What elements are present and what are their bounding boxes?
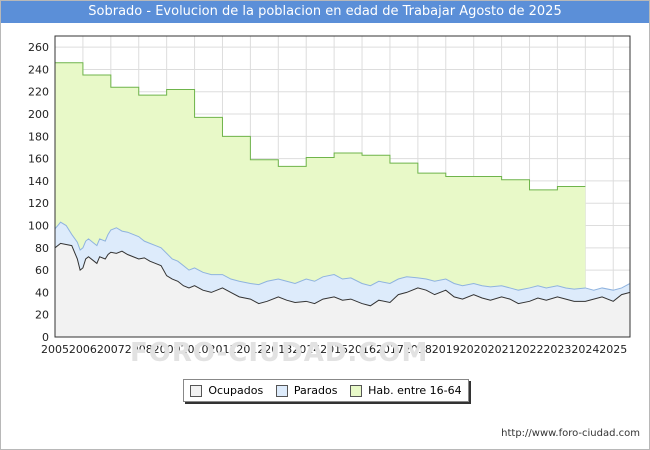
legend-swatch-parados — [275, 384, 288, 397]
x-tick-label: 2025 — [599, 343, 627, 356]
legend-item-hab: Hab. entre 16-64 — [350, 384, 462, 397]
legend-label-ocupados: Ocupados — [208, 384, 264, 397]
legend-label-parados: Parados — [293, 384, 338, 397]
x-tick-label: 2014 — [292, 343, 320, 356]
x-tick-label: 2011 — [208, 343, 236, 356]
y-tick-label: 200 — [28, 108, 49, 121]
x-tick-label: 2022 — [516, 343, 544, 356]
legend-label-hab: Hab. entre 16-64 — [368, 384, 462, 397]
watermark: FORO-CIUDAD.COM — [130, 338, 429, 368]
y-tick-label: 20 — [35, 309, 49, 322]
series-line-parados — [54, 221, 631, 291]
x-tick-label: 2021 — [488, 343, 516, 356]
legend-item-ocupados: Ocupados — [190, 384, 263, 397]
y-tick-label: 260 — [28, 41, 49, 54]
x-tick-label: 2020 — [460, 343, 488, 356]
x-tick-label: 2023 — [543, 343, 571, 356]
x-tick-label: 2007 — [97, 343, 125, 356]
x-tick-label: 2019 — [432, 343, 460, 356]
legend-swatch-hab — [350, 384, 363, 397]
series-line-hab-entre-16-64 — [55, 62, 586, 191]
y-tick-label: 60 — [35, 264, 49, 277]
x-tick-label: 2017 — [376, 343, 404, 356]
y-tick-label: 120 — [28, 197, 49, 210]
legend-swatch-ocupados — [190, 384, 203, 397]
x-tick-label: 2008 — [125, 343, 153, 356]
legend-item-parados: Parados — [275, 384, 338, 397]
x-tick-label: 2018 — [404, 343, 432, 356]
x-tick-label: 2006 — [69, 343, 97, 356]
y-tick-label: 0 — [42, 331, 49, 344]
x-tick-label: 2013 — [264, 343, 292, 356]
y-tick-label: 40 — [35, 286, 49, 299]
x-tick-label: 2005 — [41, 343, 69, 356]
plot-border — [54, 35, 631, 338]
source-link[interactable]: http://www.foro-ciudad.com — [501, 428, 640, 439]
x-tick-label: 2012 — [236, 343, 264, 356]
y-tick-label: 180 — [28, 130, 49, 143]
x-tick-label: 2024 — [571, 343, 599, 356]
x-tick-label: 2010 — [181, 343, 209, 356]
y-tick-label: 240 — [28, 63, 49, 76]
x-tick-label: 2016 — [348, 343, 376, 356]
y-tick-label: 220 — [28, 86, 49, 99]
y-tick-label: 160 — [28, 153, 49, 166]
x-tick-label: 2009 — [153, 343, 181, 356]
y-tick-label: 140 — [28, 175, 49, 188]
y-tick-label: 80 — [35, 242, 49, 255]
chart-title: Sobrado - Evolucion de la poblacion en e… — [1, 1, 649, 23]
series-area-ocupados — [55, 243, 630, 337]
legend: Ocupados Parados Hab. entre 16-64 — [183, 379, 469, 402]
x-tick-label: 2015 — [320, 343, 348, 356]
series-line-ocupados — [54, 242, 631, 307]
y-tick-label: 100 — [28, 220, 49, 233]
